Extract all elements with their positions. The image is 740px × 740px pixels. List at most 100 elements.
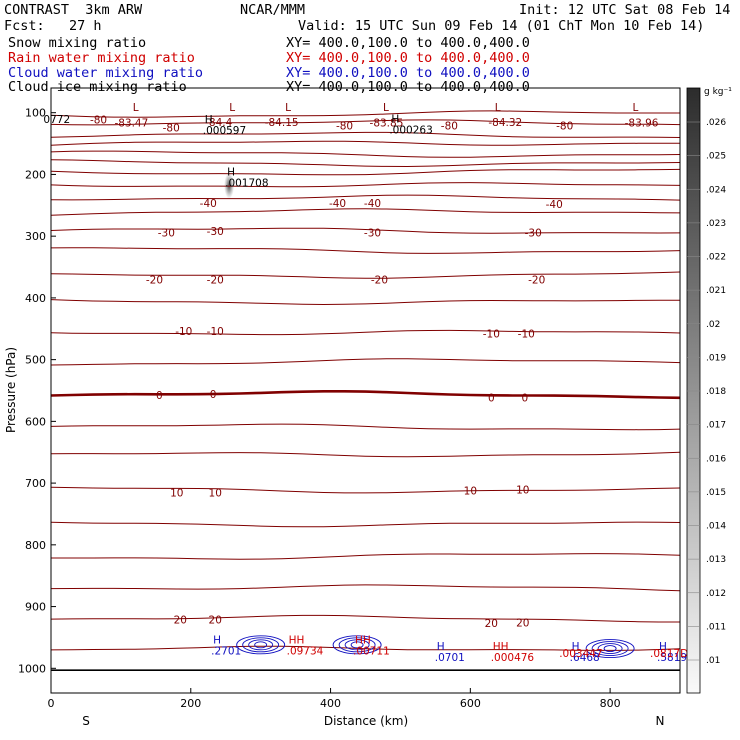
extremum-symbol: HH bbox=[289, 635, 305, 647]
isotherm-line bbox=[50, 168, 681, 176]
extremum-value: .000597 bbox=[203, 125, 246, 137]
x-tick-label: 0 bbox=[48, 697, 55, 710]
extremum-symbol: HH bbox=[493, 641, 509, 653]
contour-label: -20 bbox=[528, 274, 545, 286]
model-title: CONTRAST 3km ARW bbox=[4, 2, 143, 18]
colorbar-tick-label: .012 bbox=[706, 589, 726, 599]
contour-label: 20 bbox=[209, 615, 222, 627]
y-tick-label: 100 bbox=[25, 107, 46, 120]
y-tick-label: 500 bbox=[25, 354, 46, 367]
cloud-water-contour bbox=[236, 635, 286, 655]
extremum-symbol: L bbox=[632, 102, 638, 114]
x-tick-label: 400 bbox=[320, 697, 341, 710]
colorbar-tick-label: .013 bbox=[706, 555, 726, 565]
contour-label: -84.15 bbox=[265, 117, 299, 129]
isotherm-line bbox=[50, 329, 681, 336]
contour-label: -20 bbox=[146, 274, 163, 286]
isotherm-line bbox=[50, 227, 681, 234]
cloud-water-contour bbox=[603, 645, 617, 653]
colorbar-tick-label: .017 bbox=[706, 421, 726, 431]
colorbar-unit: g kg⁻¹ bbox=[704, 87, 732, 97]
contour-label: 10 bbox=[464, 486, 477, 498]
colorbar-tick-label: .018 bbox=[706, 387, 726, 397]
field-label-cloud-water: Cloud water mixing ratio bbox=[8, 65, 204, 81]
contour-label: -40 bbox=[546, 199, 563, 211]
colorbar-tick-label: .014 bbox=[706, 522, 726, 532]
isotherm-line bbox=[50, 389, 681, 400]
extremum-value: .003447 bbox=[559, 648, 602, 660]
colorbar-tick-label: .023 bbox=[706, 219, 726, 229]
contour-label: -40 bbox=[329, 198, 346, 210]
y-tick-label: 900 bbox=[25, 601, 46, 614]
forecast-hour: Fcst: 27 h bbox=[4, 18, 102, 34]
colorbar-tick-label: .016 bbox=[706, 454, 726, 464]
extremum-symbol: L bbox=[285, 102, 291, 114]
extremum-symbol: H bbox=[659, 641, 667, 653]
field-label-rain: Rain water mixing ratio bbox=[8, 50, 195, 66]
extremum-symbol: H bbox=[391, 114, 399, 126]
x-axis-title: Distance (km) bbox=[324, 714, 408, 728]
isotherm-line bbox=[50, 140, 681, 146]
y-tick-label: 600 bbox=[25, 415, 46, 428]
colorbar-tick-label: .015 bbox=[706, 488, 726, 498]
extremum-value: .09734 bbox=[287, 646, 324, 658]
extremum-symbol: H bbox=[227, 167, 235, 179]
x-tick-label: 200 bbox=[180, 697, 201, 710]
x-tick-label: 800 bbox=[600, 697, 621, 710]
extremum-symbol: L bbox=[229, 102, 235, 114]
field-label-cloud-ice: Cloud ice mixing ratio bbox=[8, 79, 187, 95]
contour-label: -40 bbox=[364, 198, 381, 210]
colorbar-tick-label: .024 bbox=[706, 185, 726, 195]
colorbar-tick-label: .02 bbox=[706, 320, 720, 330]
y-tick-label: 1000 bbox=[18, 662, 46, 675]
isotherm-line bbox=[50, 451, 681, 458]
extremum-value: .0817D bbox=[650, 648, 688, 660]
extremum-value: .001708 bbox=[225, 178, 268, 190]
extremum-symbol: L bbox=[133, 102, 139, 114]
colorbar-tick-label: .021 bbox=[706, 286, 726, 296]
colorbar-tick-label: .022 bbox=[706, 253, 726, 263]
contour-label: -83.96 bbox=[625, 118, 659, 130]
isotherm-line bbox=[51, 553, 681, 560]
isotherm-line bbox=[50, 150, 681, 158]
colorbar bbox=[686, 87, 701, 694]
extremum-symbol: H bbox=[572, 641, 580, 653]
extremum-value: .2701 bbox=[211, 646, 241, 658]
isotherm-line bbox=[50, 486, 681, 494]
extremum-value: .000476 bbox=[491, 652, 535, 664]
contour-label: -83.47 bbox=[114, 118, 148, 130]
cloud-ice-shading bbox=[224, 172, 235, 199]
center-label: NCAR/MMM bbox=[240, 2, 306, 18]
contour-label: -10 bbox=[483, 329, 500, 341]
isotherm-line bbox=[50, 299, 680, 306]
extremum-symbol: H bbox=[437, 641, 445, 653]
cloud-water-contour bbox=[242, 637, 280, 653]
contour-label: 0 bbox=[488, 392, 495, 404]
contour-label: -30 bbox=[158, 227, 175, 239]
contour-label: -84.4 bbox=[205, 117, 232, 129]
contour-label: 20 bbox=[485, 618, 498, 630]
contour-label: -20 bbox=[207, 274, 224, 286]
y-tick-label: 800 bbox=[25, 539, 46, 552]
valid-time: Valid: 15 UTC Sun 09 Feb 14 (01 ChT Mon … bbox=[298, 18, 705, 34]
contour-label: -10 bbox=[518, 329, 535, 341]
cloud-water-contour bbox=[350, 641, 364, 649]
field-xy-cloud-water: XY= 400.0,100.0 to 400.0,400.0 bbox=[286, 65, 530, 81]
colorbar-tick-label: .011 bbox=[706, 622, 726, 632]
cloud-water-contour bbox=[344, 639, 370, 651]
isotherm-line bbox=[50, 159, 681, 168]
contour-label: -80 bbox=[90, 114, 107, 126]
plot-frame bbox=[50, 87, 681, 694]
contour-label: -10 bbox=[175, 326, 192, 338]
isotherm-line bbox=[50, 119, 681, 126]
isotherm-line bbox=[50, 614, 680, 623]
isotherm-line bbox=[50, 358, 681, 366]
y-tick-label: 700 bbox=[25, 477, 46, 490]
cloud-water-contour bbox=[591, 641, 629, 657]
extremum-symbol: L bbox=[383, 102, 389, 114]
contour-label: -20 bbox=[371, 274, 388, 286]
isotherm-line bbox=[50, 521, 681, 528]
init-time: Init: 12 UTC Sat 08 Feb 14 bbox=[519, 2, 731, 18]
extremum-value: .00711 bbox=[353, 646, 390, 658]
